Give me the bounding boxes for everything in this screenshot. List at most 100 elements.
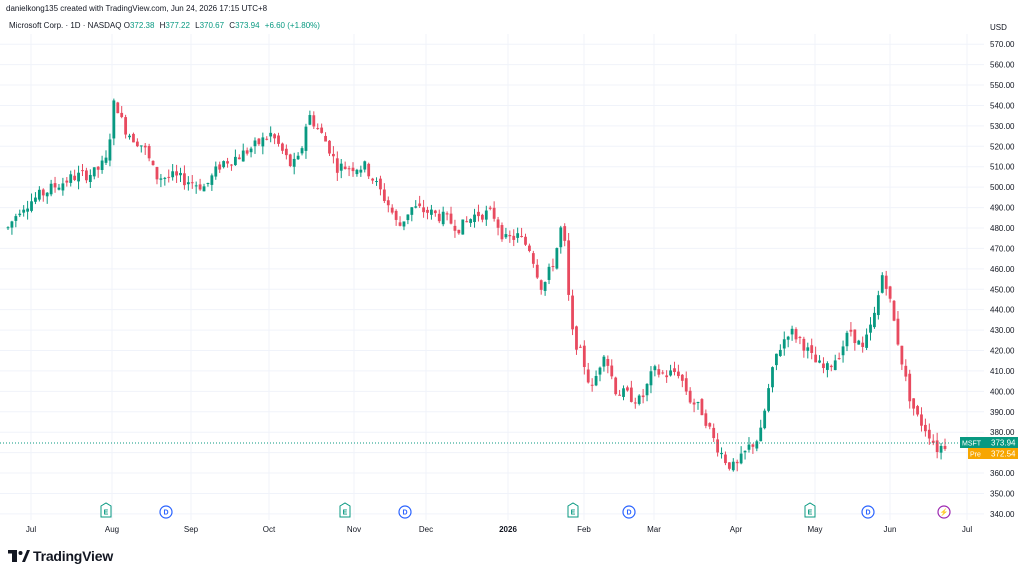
candle-body	[116, 102, 120, 114]
candle-body	[480, 214, 484, 220]
candle-body	[673, 368, 676, 372]
candle-body	[594, 375, 598, 386]
candle-body	[159, 178, 163, 180]
candle-body	[41, 189, 45, 196]
y-tick-label: 510.00	[990, 163, 1015, 172]
event-marker-label: E	[571, 510, 576, 517]
y-tick-label: 480.00	[990, 224, 1015, 233]
dividend-marker-icon[interactable]	[622, 505, 636, 519]
candle-body	[578, 346, 582, 348]
candle-body	[904, 365, 908, 377]
candle-body	[484, 210, 488, 220]
candle-body	[731, 461, 735, 471]
candle-body	[241, 150, 245, 162]
candle-body	[214, 166, 218, 177]
candle-body	[128, 135, 131, 138]
candle-body	[873, 312, 876, 328]
candle-body	[794, 329, 798, 340]
candle-body	[688, 390, 692, 403]
high-value: 377.22	[165, 21, 190, 30]
candle-body	[837, 358, 841, 360]
candle-body	[265, 138, 269, 140]
candle-body	[669, 370, 672, 376]
candle-body	[194, 185, 198, 187]
y-tick-label: 400.00	[990, 387, 1015, 396]
candle-body	[233, 156, 237, 166]
candle-body	[528, 245, 531, 251]
y-tick-label: 570.00	[990, 40, 1015, 49]
earnings-marker-icon[interactable]	[100, 502, 112, 518]
x-tick-label: May	[807, 525, 822, 534]
candle-body	[680, 374, 684, 381]
candle-body	[249, 148, 253, 153]
candle-body	[465, 221, 469, 223]
candle-body	[861, 342, 865, 347]
candle-body	[637, 395, 641, 404]
candle-body	[520, 235, 523, 237]
dividend-marker-icon[interactable]	[861, 505, 875, 519]
candle-body	[245, 150, 249, 154]
candle-body	[661, 372, 665, 374]
x-tick-label: Nov	[347, 525, 361, 534]
candle-body	[935, 440, 939, 453]
candle-body	[716, 439, 720, 453]
candle-body	[814, 354, 818, 363]
candle-body	[516, 233, 520, 238]
candle-body	[202, 186, 206, 192]
candle-body	[457, 229, 461, 234]
candle-body	[65, 180, 69, 183]
candle-body	[653, 366, 657, 371]
y-tick-label: 350.00	[990, 489, 1015, 498]
candle-body	[186, 182, 190, 185]
tradingview-logo: TradingView	[8, 546, 113, 566]
candle-body	[563, 226, 567, 241]
earnings-marker-icon[interactable]	[339, 502, 351, 518]
candle-body	[582, 345, 586, 368]
candle-body	[555, 248, 559, 269]
candle-body	[551, 266, 555, 268]
earnings-marker-icon[interactable]	[804, 502, 816, 518]
x-tick-label: Dec	[419, 525, 433, 534]
candle-body	[512, 235, 516, 240]
candle-body	[496, 219, 500, 228]
candle-body	[10, 221, 14, 228]
candle-body	[343, 166, 347, 170]
event-marker-label: D	[865, 510, 870, 517]
tradingview-logo-icon	[8, 550, 30, 562]
earnings-marker-icon[interactable]	[567, 502, 579, 518]
dividend-marker-icon[interactable]	[398, 505, 412, 519]
candle-body	[775, 353, 778, 366]
candle-body	[539, 280, 543, 290]
candle-body	[692, 402, 696, 405]
candle-body	[833, 360, 837, 371]
candle-body	[629, 387, 633, 402]
x-axis: Jul Aug Sep Oct Nov Dec 2026 Feb Mar Apr May Jun Jul	[26, 525, 972, 534]
candle-body	[825, 363, 829, 370]
candle-body	[896, 318, 900, 345]
candle-body	[273, 134, 276, 139]
pre-price-tag-label: Pre	[970, 452, 981, 459]
candle-body	[104, 157, 108, 163]
candle-body	[402, 221, 406, 227]
dividend-marker-icon[interactable]	[159, 505, 173, 519]
candle-body	[888, 286, 892, 299]
low-value: 370.67	[199, 21, 225, 30]
candle-body	[281, 143, 284, 151]
split-marker-icon[interactable]	[937, 505, 951, 519]
candle-body	[88, 174, 92, 183]
candle-body	[790, 328, 794, 335]
candle-body	[120, 112, 124, 118]
candle-body	[865, 334, 868, 348]
candle-body	[900, 345, 904, 365]
open-label: O	[123, 21, 130, 30]
candle-body	[179, 172, 182, 176]
candle-body	[53, 183, 57, 188]
pre-price-tag-value: 372.54	[991, 450, 1016, 459]
candle-body	[351, 167, 355, 172]
ohlc-legend: Microsoft Corp. · 1D · NASDAQ O372.38 H3…	[9, 21, 323, 30]
candle-body	[433, 210, 437, 214]
candle-body	[845, 332, 849, 347]
candle-body	[328, 140, 331, 154]
candle-body	[296, 155, 300, 160]
